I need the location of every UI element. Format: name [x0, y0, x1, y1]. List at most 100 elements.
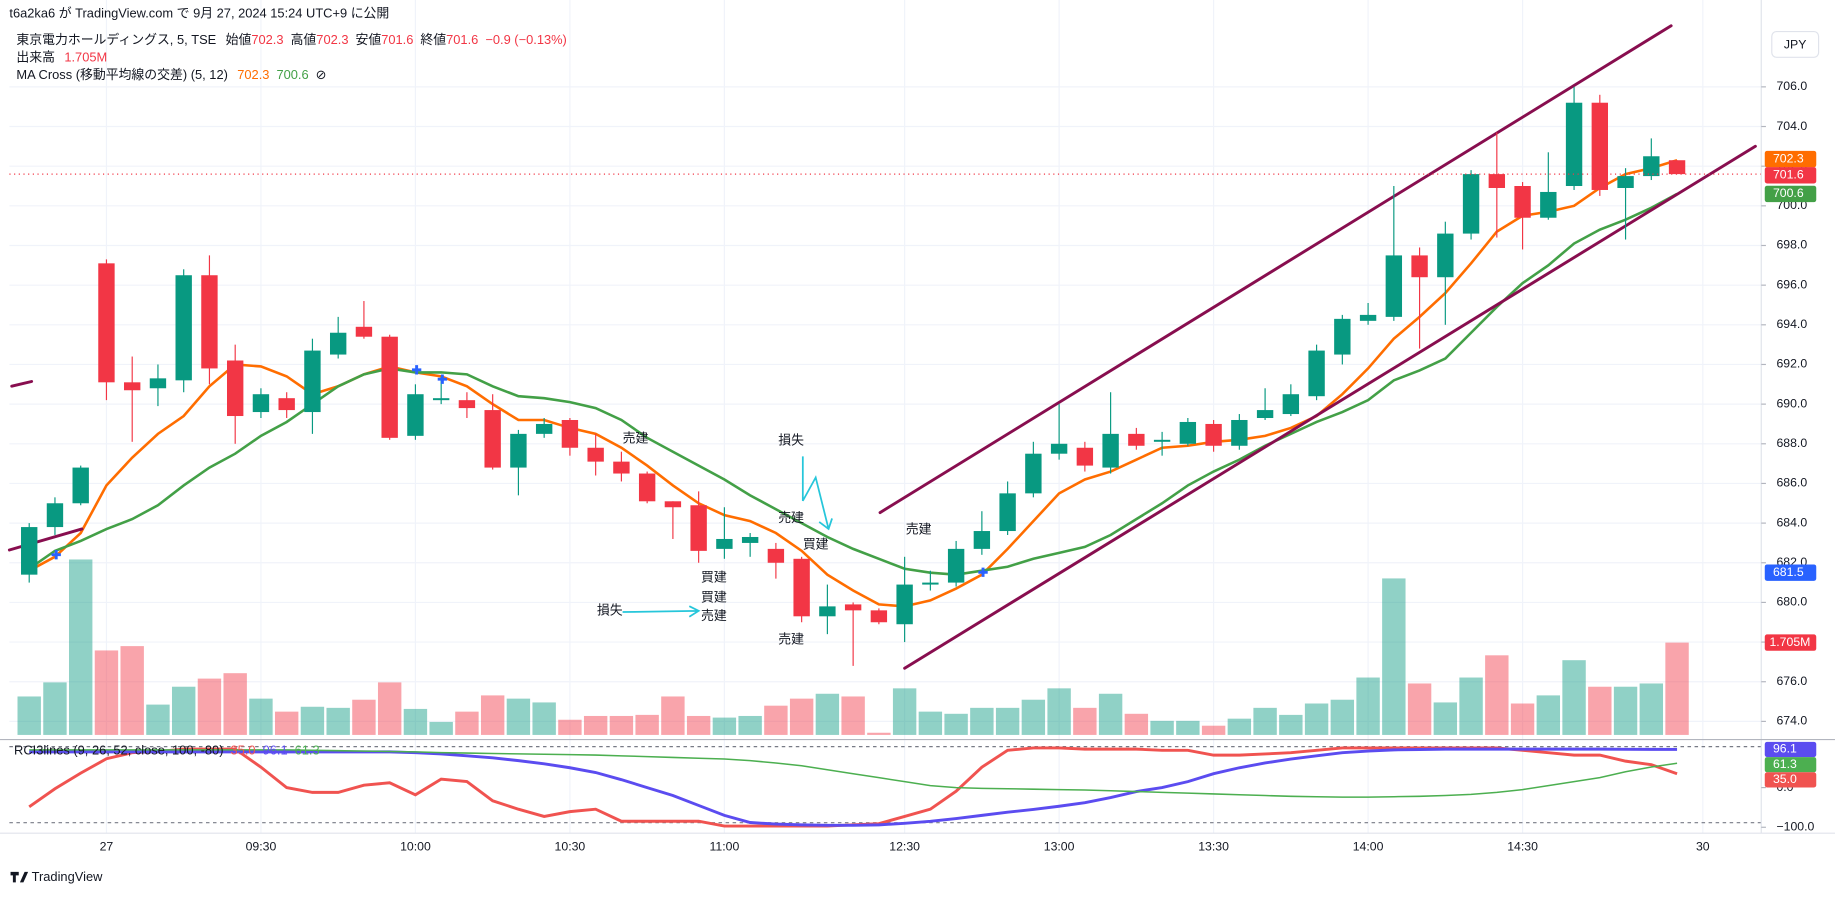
volume-bar	[1510, 703, 1535, 735]
moving-average-line	[28, 158, 1678, 608]
volume-bar	[995, 707, 1020, 735]
candle-body	[973, 531, 991, 549]
high-value: 702.3	[316, 32, 348, 47]
y-tick-label: 686.0	[1776, 476, 1807, 490]
volume-bar	[171, 686, 196, 735]
volume-bar	[146, 704, 170, 735]
volume-bar	[558, 719, 582, 735]
ma-slow-value: 700.6	[276, 67, 308, 82]
y-tick-label: 692.0	[1776, 357, 1807, 371]
cross-marker	[437, 374, 448, 384]
price-tag-label: 700.6	[1773, 186, 1804, 200]
candle-body	[304, 350, 321, 413]
x-tick-label: 12:30	[889, 840, 920, 854]
volume-bar	[17, 696, 41, 735]
published-info: t6a2ka6 が TradingView.com で 9月 27, 2024 …	[9, 5, 389, 20]
open-label: 始値	[226, 32, 252, 47]
candle-body	[226, 360, 244, 417]
price-tag-label: 701.6	[1773, 168, 1804, 182]
candle-body	[1668, 160, 1686, 175]
candle-body	[1256, 410, 1274, 419]
arrows	[622, 456, 833, 618]
candle-body	[1334, 318, 1351, 355]
volume-bar	[970, 707, 994, 735]
volume-bar	[377, 682, 402, 735]
volume-bar	[1201, 725, 1226, 735]
candle-body	[535, 423, 553, 434]
candle-body	[432, 398, 450, 401]
volume-bar	[429, 721, 453, 735]
candle-body	[819, 606, 836, 617]
rci-legend: RCI3lines (9, 26, 52, close, 100, -80) 35…	[14, 743, 320, 758]
y-tick-label: 680.0	[1776, 595, 1807, 609]
volume-bar	[1330, 699, 1355, 735]
candle-body	[999, 493, 1016, 532]
volume-tag-label: 1.705M	[1769, 635, 1810, 649]
volume-value: 1.705M	[64, 50, 107, 65]
volume-bar	[223, 673, 247, 735]
candles	[21, 86, 1686, 666]
volume-line: 出来高 1.705M	[16, 50, 107, 65]
volume-bar	[789, 698, 814, 735]
price-tag-label: 681.5	[1773, 565, 1804, 579]
volume-bar	[686, 715, 711, 735]
visibility-icon[interactable]: ⊘	[316, 67, 327, 82]
cross-markers	[51, 365, 988, 577]
axes: JPY 27 09:30 10:00 10:30 11:00 12:30 13:00 13:3…	[0, 0, 1835, 854]
volume-label: 出来高	[16, 50, 55, 65]
cross-marker	[51, 550, 61, 560]
candle-body	[1488, 174, 1506, 188]
volume-bar	[1536, 695, 1561, 735]
candle-body	[1231, 419, 1248, 446]
rci-pane	[9, 746, 1762, 828]
candle-body	[355, 326, 373, 337]
candle-body	[896, 584, 913, 625]
x-tick-label: 10:00	[400, 840, 431, 854]
candle-body	[458, 400, 476, 409]
volume-bar	[120, 646, 144, 735]
symbol-line: 東京電力ホールディングス, 5, TSE 始値702.3 高値702.3 安値701.…	[16, 32, 566, 47]
volume-bar	[712, 717, 737, 735]
candle-body	[1153, 439, 1171, 442]
moving-averages	[28, 158, 1678, 608]
trade-annotation: 売建	[906, 522, 932, 537]
volume-bar	[1459, 677, 1483, 735]
volume-bar	[480, 695, 505, 735]
volume-bar	[661, 696, 685, 735]
volume-bar	[1304, 703, 1329, 735]
price-tag	[1764, 564, 1817, 581]
open-value: 702.3	[251, 32, 283, 47]
arrow	[801, 456, 833, 531]
trade-annotation: 損失	[778, 433, 804, 448]
candle-body	[767, 548, 785, 563]
volume-bar	[1665, 642, 1689, 735]
x-tick-label: 27	[100, 840, 114, 854]
close-label: 終値	[420, 32, 446, 47]
candle-body	[947, 548, 965, 583]
candle-body	[484, 410, 501, 468]
volume-bar	[1562, 660, 1586, 735]
volume-bar	[1021, 699, 1046, 735]
y-tick-label: 694.0	[1776, 317, 1807, 331]
volume-bar	[841, 696, 865, 735]
rci-tag	[1764, 741, 1817, 758]
volume-bar	[815, 693, 840, 735]
cross-marker	[978, 567, 988, 577]
candle-body	[407, 394, 424, 436]
candle-body	[613, 461, 630, 474]
logo[interactable]: TradingView	[10, 869, 104, 884]
rci-line	[29, 747, 1678, 827]
volume-bar	[1253, 707, 1277, 735]
high-label: 高値	[291, 32, 317, 47]
ma-line: MA Cross (移動平均線の交差) (5, 12) 702.3 700.6 ⊘	[16, 67, 326, 82]
volume-bar	[455, 711, 479, 735]
rci-line	[29, 749, 1678, 798]
volume-bar	[1485, 655, 1509, 735]
volume-bar	[1433, 702, 1458, 735]
volume-bar	[1176, 720, 1200, 735]
candle-body	[1540, 191, 1557, 218]
volume-bar	[944, 713, 968, 735]
volume-bar	[249, 698, 273, 735]
currency-box[interactable]	[1771, 31, 1820, 58]
